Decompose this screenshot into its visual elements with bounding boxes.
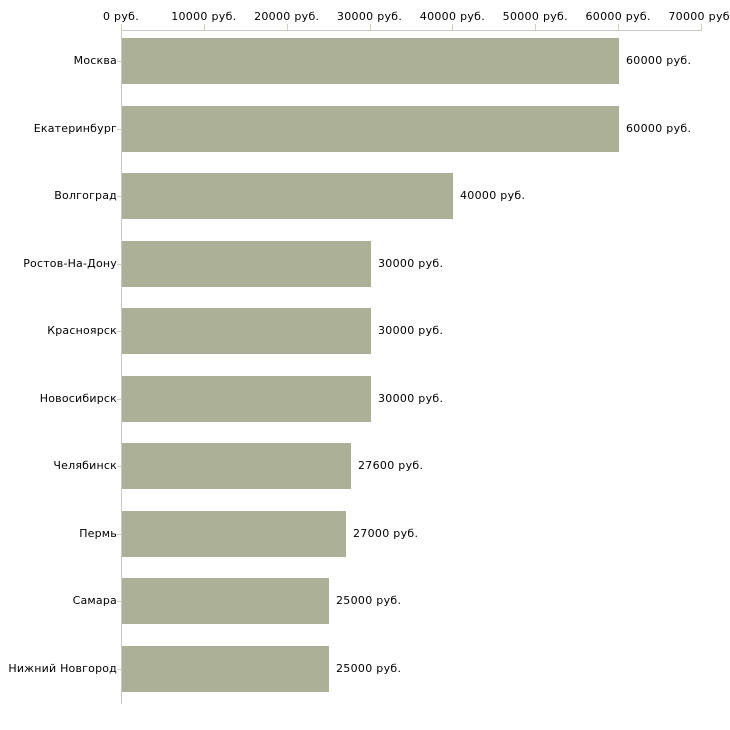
value-label: 30000 руб.: [378, 256, 444, 270]
x-axis-tick-mark: [369, 24, 371, 31]
value-label: 60000 руб.: [626, 121, 692, 135]
value-label: 60000 руб.: [626, 54, 692, 67]
x-axis-tick-mark: [701, 24, 702, 31]
value-label: 27600 руб.: [358, 459, 424, 472]
category-label: Самара: [72, 594, 117, 607]
y-axis-tick-mark: [117, 129, 121, 130]
bar: [122, 578, 329, 624]
y-axis-tick-mark: [117, 264, 121, 265]
x-axis-tick-label: 40000 руб.: [419, 10, 486, 23]
x-axis-tick-mark: [286, 24, 288, 31]
bar: [122, 38, 619, 84]
x-axis-tick-label: 30000 руб.: [336, 10, 403, 23]
category-label: Ростов-На-Дону: [23, 256, 117, 270]
x-axis-tick-mark: [535, 24, 537, 31]
x-axis-tick-mark: [203, 24, 205, 31]
y-axis-tick-mark: [117, 466, 121, 467]
bar: [122, 375, 371, 422]
y-axis-tick-mark: [117, 601, 121, 602]
y-axis-tick-mark: [117, 669, 121, 670]
bar: [122, 443, 351, 489]
category-label: Красноярск: [47, 324, 117, 337]
x-axis-tick-mark: [452, 24, 454, 31]
x-axis-tick-label: 10000 руб.: [171, 10, 237, 23]
bar: [122, 173, 453, 219]
category-label: Новосибирск: [39, 391, 117, 405]
value-label: 30000 руб.: [378, 324, 444, 337]
x-axis-tick-label: 70000 руб.: [668, 10, 730, 23]
category-label: Нижний Новгород: [8, 661, 117, 675]
y-axis-tick-mark: [117, 196, 121, 197]
x-axis-tick-label: 50000 руб.: [502, 10, 568, 23]
value-label: 30000 руб.: [378, 391, 444, 405]
value-label: 40000 руб.: [460, 189, 526, 202]
x-axis-tick-label: 20000 руб.: [254, 10, 320, 23]
bar: [122, 240, 371, 287]
x-axis-tick-mark: [618, 24, 620, 31]
x-axis-tick-label: 0 руб.: [102, 10, 140, 23]
bar: [122, 105, 619, 152]
bar: [122, 645, 329, 692]
y-axis-tick-mark: [117, 534, 121, 535]
x-axis-line: [121, 30, 702, 31]
value-label: 27000 руб.: [353, 526, 419, 540]
x-axis-tick-label: 60000 руб.: [585, 10, 651, 23]
category-label: Пермь: [79, 526, 117, 540]
x-axis-tick-mark: [121, 24, 122, 31]
y-axis-tick-mark: [117, 399, 121, 400]
value-label: 25000 руб.: [336, 661, 402, 675]
y-axis-tick-mark: [117, 331, 121, 332]
category-label: Челябинск: [53, 459, 117, 472]
value-label: 25000 руб.: [336, 594, 402, 607]
bar: [122, 510, 346, 557]
category-label: Екатеринбург: [33, 121, 117, 135]
y-axis-tick-mark: [117, 61, 121, 62]
y-axis-line: [121, 30, 122, 704]
bar: [122, 308, 371, 354]
category-label: Волгоград: [54, 189, 117, 202]
category-label: Москва: [73, 54, 117, 67]
